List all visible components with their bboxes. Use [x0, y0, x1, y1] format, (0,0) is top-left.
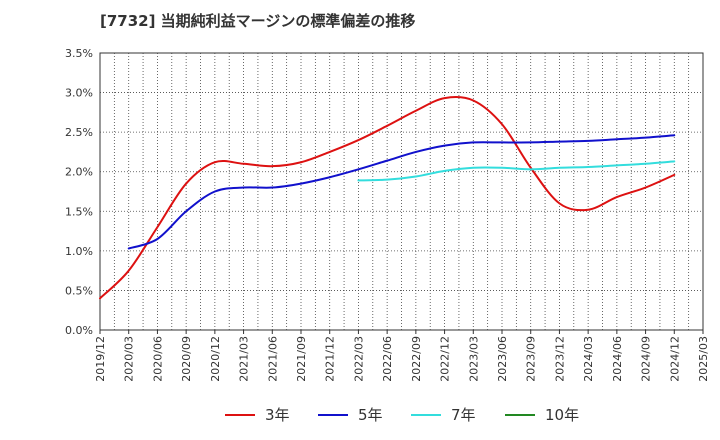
x-tick-label: 2022/12 — [439, 336, 452, 382]
y-tick-label: 0.0% — [65, 324, 93, 337]
y-tick-label: 3.5% — [65, 47, 93, 60]
x-tick-label: 2020/03 — [123, 336, 136, 382]
y-tick-label: 3.0% — [65, 87, 93, 100]
x-tick-label: 2023/09 — [525, 336, 538, 382]
x-tick-label: 2023/03 — [467, 336, 480, 382]
x-tick-label: 2021/03 — [238, 336, 251, 382]
legend-swatch-10y — [505, 413, 535, 416]
x-tick-label: 2021/09 — [295, 336, 308, 382]
legend-label-7y: 7年 — [451, 406, 476, 424]
chart-legend: 3年 5年 7年 10年 — [0, 404, 720, 428]
legend-label-3y: 3年 — [265, 406, 290, 424]
legend-item-5y: 5年 — [318, 404, 383, 425]
legend-swatch-7y — [411, 413, 441, 416]
x-tick-label: 2020/06 — [151, 336, 164, 382]
legend-label-10y: 10年 — [545, 406, 580, 424]
legend-item-7y: 7年 — [411, 404, 476, 425]
x-tick-label: 2023/06 — [496, 336, 509, 382]
y-tick-label: 2.0% — [65, 166, 93, 179]
x-tick-label: 2022/03 — [352, 336, 365, 382]
x-tick-label: 2023/12 — [553, 336, 566, 382]
chart-title: [7732] 当期純利益マージンの標準偏差の推移 — [100, 12, 416, 30]
y-tick-label: 1.5% — [65, 205, 93, 218]
x-tick-label: 2020/09 — [180, 336, 193, 382]
x-tick-label: 2024/06 — [611, 336, 624, 382]
x-tick-label: 2024/12 — [668, 336, 681, 382]
x-tick-label: 2020/12 — [209, 336, 222, 382]
x-tick-label: 2024/03 — [582, 336, 595, 382]
legend-swatch-3y — [225, 413, 255, 416]
legend-swatch-5y — [318, 413, 348, 416]
legend-item-10y: 10年 — [505, 404, 579, 425]
series-line-2 — [357, 160, 676, 182]
series-line-1 — [127, 134, 676, 250]
x-tick-label: 2022/06 — [381, 336, 394, 382]
series-line-0 — [99, 95, 676, 300]
x-tick-label: 2021/12 — [324, 336, 337, 382]
legend-item-3y: 3年 — [225, 404, 290, 425]
x-tick-label: 2019/12 — [94, 336, 107, 382]
x-tick-label: 2022/09 — [410, 336, 423, 382]
x-tick-label: 2021/06 — [266, 336, 279, 382]
legend-label-5y: 5年 — [358, 406, 383, 424]
y-tick-label: 0.5% — [65, 284, 93, 297]
y-tick-label: 2.5% — [65, 126, 93, 139]
x-tick-label: 2025/03 — [697, 336, 710, 382]
x-tick-label: 2024/09 — [640, 336, 653, 382]
y-tick-label: 1.0% — [65, 245, 93, 258]
